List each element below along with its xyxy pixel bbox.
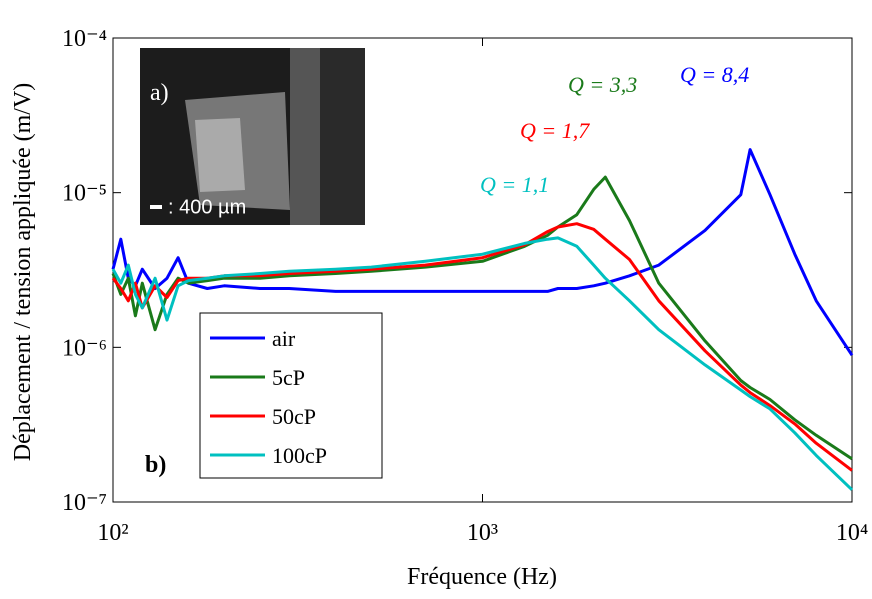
inset-image bbox=[140, 48, 365, 225]
scale-label: : 400 µm bbox=[168, 196, 246, 218]
series-line bbox=[111, 175, 853, 461]
x-tick-label: 10⁴ bbox=[836, 520, 868, 546]
y-axis-title: Déplacement / tension appliquée (m/V) bbox=[10, 83, 36, 462]
y-tick-label: 10⁻⁷ bbox=[62, 490, 107, 516]
x-tick-label: 10³ bbox=[467, 520, 498, 546]
annotation: Q = 8,4 bbox=[680, 62, 749, 87]
x-tick-label: 10² bbox=[97, 520, 128, 546]
y-tick-label: 10⁻⁴ bbox=[62, 26, 107, 52]
y-tick-label: 10⁻⁶ bbox=[62, 335, 107, 361]
legend-label: 50cP bbox=[272, 404, 316, 429]
legend-box bbox=[199, 312, 383, 479]
annotation: Q = 1,1 bbox=[480, 172, 549, 197]
annotation: Q = 3,3 bbox=[568, 72, 637, 97]
legend: air 5cP 50cP 100cP bbox=[199, 312, 383, 479]
panel-label: b) bbox=[145, 452, 166, 478]
legend-label: 100cP bbox=[272, 443, 327, 468]
series-line bbox=[111, 236, 854, 491]
inset-label: a) bbox=[150, 80, 169, 106]
legend-label: 5cP bbox=[272, 365, 305, 390]
legend-label: air bbox=[272, 326, 296, 351]
annotation: Q = 1,7 bbox=[520, 118, 590, 143]
x-axis-title: Fréquence (Hz) bbox=[407, 564, 557, 590]
y-tick-label: 10⁻⁵ bbox=[62, 181, 107, 207]
